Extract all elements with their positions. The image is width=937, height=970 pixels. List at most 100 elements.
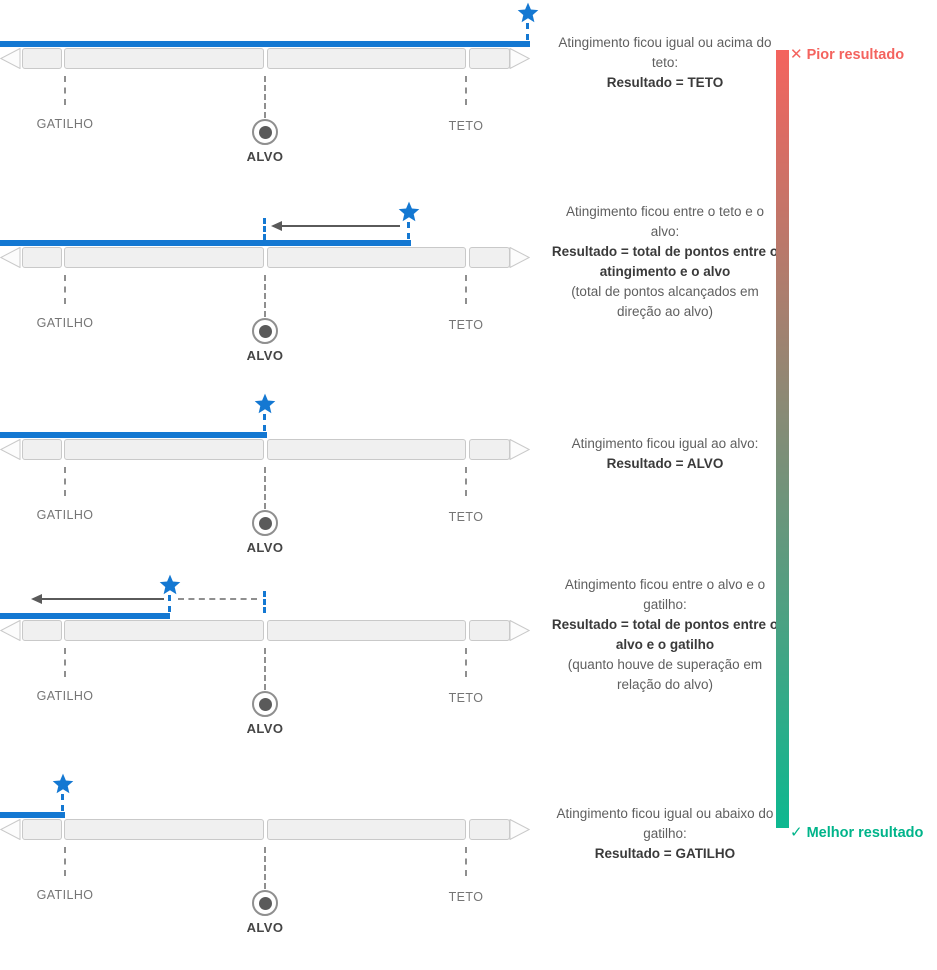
alvo-marker <box>252 318 278 344</box>
alvo-tick <box>264 467 266 509</box>
scale-right-arrow-icon <box>509 247 530 268</box>
scale-diagram: GATILHO ALVO TETO <box>0 0 540 199</box>
alvo-marker-dot <box>258 697 272 711</box>
scale-right-arrow-icon <box>509 620 530 641</box>
teto-label: TETO <box>448 691 484 705</box>
teto-label: TETO <box>448 510 484 524</box>
star-drop-line <box>168 595 171 612</box>
scale-track <box>0 439 530 460</box>
alvo-label: ALVO <box>246 149 284 164</box>
left-arrow <box>31 594 164 604</box>
star-icon <box>253 392 277 416</box>
best-result-label: ✓ Melhor resultado <box>790 823 923 841</box>
alvo-marker-dot <box>258 125 272 139</box>
scale-track <box>0 247 530 268</box>
teto-tick <box>465 648 467 677</box>
gatilho-tick <box>64 76 66 105</box>
scale-segment <box>64 819 264 840</box>
alvo-blue-tick <box>263 218 266 240</box>
scale-track <box>0 620 530 641</box>
caption-note: (quanto houve de superação em relação do… <box>567 657 763 692</box>
attainment-bar <box>0 613 170 619</box>
alvo-marker <box>252 691 278 717</box>
scale-segment <box>22 439 62 460</box>
alvo-label: ALVO <box>246 721 284 736</box>
caption-text: Atingimento ficou entre o alvo e o gatil… <box>564 577 766 612</box>
scale-segment <box>22 247 62 268</box>
gatilho-tick <box>64 467 66 496</box>
teto-tick <box>465 76 467 105</box>
scenario-row-between-alvo-gatilho: GATILHO ALVO TETO Atingimento ficou entr… <box>0 572 937 771</box>
x-icon: ✕ <box>790 46 803 63</box>
alvo-label: ALVO <box>246 348 284 363</box>
alvo-blue-tick <box>263 591 266 613</box>
gatilho-label: GATILHO <box>36 888 94 902</box>
alvo-tick <box>264 648 266 690</box>
scale-segment <box>64 620 264 641</box>
caption-text: Atingimento ficou igual ou abaixo do gat… <box>556 806 774 841</box>
scenario-caption: Atingimento ficou igual ao alvo: Resulta… <box>550 434 780 474</box>
scale-diagram: GATILHO ALVO TETO <box>0 391 540 590</box>
caption-result: Resultado = GATILHO <box>594 846 736 861</box>
scenario-caption: Atingimento ficou entre o alvo e o gatil… <box>550 575 780 695</box>
caption-result: Resultado = total de pontos entre o alvo… <box>551 617 779 652</box>
caption-text: Atingimento ficou entre o teto e o alvo: <box>565 204 765 239</box>
star-drop-line <box>263 414 266 431</box>
alvo-marker-dot <box>258 324 272 338</box>
dashed-connector-line <box>178 598 257 600</box>
scale-right-arrow-icon <box>509 48 530 69</box>
scale-segment <box>22 48 62 69</box>
scale-segment <box>267 247 466 268</box>
scale-diagram: GATILHO ALVO TETO <box>0 572 540 771</box>
caption-note: (total de pontos alcançados em direção a… <box>571 284 759 319</box>
scale-segment <box>22 819 62 840</box>
teto-tick <box>465 847 467 876</box>
alvo-marker-dot <box>258 516 272 530</box>
caption-result: Resultado = TETO <box>606 75 724 90</box>
teto-tick <box>465 467 467 496</box>
star-icon <box>516 1 540 25</box>
scale-segment <box>469 247 510 268</box>
best-result-text: Melhor resultado <box>806 825 924 841</box>
scale-segment <box>22 620 62 641</box>
gatilho-label: GATILHO <box>36 316 94 330</box>
scale-segment <box>469 620 510 641</box>
scale-right-arrow-icon <box>509 819 530 840</box>
star-icon <box>158 573 182 597</box>
attainment-bar <box>0 432 267 438</box>
star-icon <box>51 772 75 796</box>
scale-segment <box>64 247 264 268</box>
alvo-marker-dot <box>258 896 272 910</box>
teto-label: TETO <box>448 318 484 332</box>
scale-left-arrow-icon <box>0 620 21 641</box>
star-drop-line <box>407 222 410 239</box>
scale-track <box>0 819 530 840</box>
check-icon: ✓ <box>790 824 803 841</box>
scale-left-arrow-icon <box>0 48 21 69</box>
alvo-marker <box>252 510 278 536</box>
star-drop-line <box>526 23 529 40</box>
scale-segment <box>267 439 466 460</box>
gatilho-tick <box>64 847 66 876</box>
teto-label: TETO <box>448 119 484 133</box>
alvo-label: ALVO <box>246 540 284 555</box>
scale-segment <box>267 819 466 840</box>
left-arrow <box>271 221 400 231</box>
alvo-marker <box>252 890 278 916</box>
caption-text: Atingimento ficou igual ao alvo: <box>571 436 759 451</box>
caption-result: Resultado = total de pontos entre o atin… <box>551 244 779 279</box>
scenario-caption: Atingimento ficou igual ou acima do teto… <box>550 33 780 93</box>
gatilho-label: GATILHO <box>36 117 94 131</box>
scale-left-arrow-icon <box>0 819 21 840</box>
scale-segment <box>267 48 466 69</box>
alvo-tick <box>264 847 266 889</box>
scale-diagram: GATILHO ALVO TETO <box>0 771 540 970</box>
teto-tick <box>465 275 467 304</box>
scale-segment <box>64 439 264 460</box>
scenario-caption: Atingimento ficou entre o teto e o alvo:… <box>550 202 780 322</box>
caption-result: Resultado = ALVO <box>606 456 724 471</box>
scenario-row-below-gatilho: GATILHO ALVO TETO Atingimento ficou igua… <box>0 771 937 970</box>
alvo-tick <box>264 76 266 118</box>
attainment-bar <box>0 812 65 818</box>
alvo-tick <box>264 275 266 317</box>
